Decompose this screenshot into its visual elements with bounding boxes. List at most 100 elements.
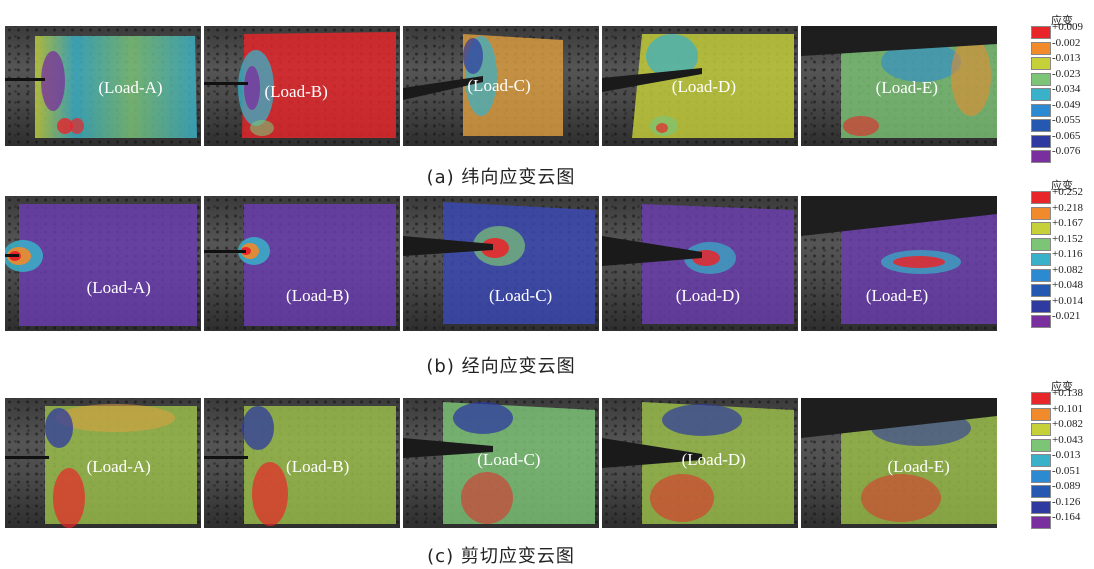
- strain-overlay: [403, 402, 595, 524]
- row-a-panel-load-b: (Load-B): [204, 26, 400, 146]
- legend-value: -0.126: [1052, 495, 1081, 508]
- legend-swatch: [1031, 103, 1051, 117]
- strain-overlay: [403, 34, 563, 136]
- legend-value: -0.065: [1052, 129, 1081, 142]
- row-b-warp-strain: (Load-A) (Load-B) (Load-C): [5, 180, 1083, 331]
- legend-swatch: [1031, 469, 1051, 483]
- strain-overlay: [5, 204, 197, 326]
- legend-value: +0.167: [1052, 217, 1083, 229]
- legend-swatch: [1031, 438, 1051, 452]
- strain-overlay: [5, 404, 197, 528]
- row-c-panels: (Load-A) (Load-B) (Load-C): [5, 398, 997, 528]
- row-c-panel-load-e: (Load-E): [801, 398, 997, 528]
- load-label: (Load-B): [286, 456, 350, 476]
- legend-title: 应变: [1051, 15, 1073, 27]
- legend-swatch: [1031, 237, 1051, 251]
- legend-swatch: [1031, 485, 1051, 498]
- legend-swatch: [1031, 516, 1051, 529]
- row-b-panel-load-d: (Load-D): [602, 196, 798, 331]
- load-label: (Load-D): [681, 450, 746, 470]
- row-b-panel-load-c: (Load-C): [403, 196, 599, 331]
- row-a-weft-strain: (Load-A) (Load-B) (Load-C): [5, 15, 1083, 163]
- legend-swatch: [1031, 392, 1051, 405]
- row-b-panel-load-e: (Load-E): [801, 196, 997, 331]
- legend-value: -0.013: [1052, 52, 1081, 64]
- legend-title: 应变: [1051, 180, 1073, 192]
- legend-value: -0.021: [1052, 310, 1081, 322]
- row-b-panels: (Load-A) (Load-B) (Load-C): [5, 196, 997, 331]
- load-label: (Load-D): [675, 285, 740, 305]
- load-label: (Load-E): [865, 285, 929, 305]
- strain-overlay: [204, 406, 396, 526]
- load-label: (Load-C): [488, 285, 553, 305]
- legend-value: -0.013: [1052, 449, 1081, 461]
- legend-value: +0.043: [1052, 433, 1083, 446]
- legend-value: +0.009: [1052, 21, 1083, 33]
- row-a-panel-load-d: (Load-D): [602, 26, 798, 146]
- load-label: (Load-A): [86, 277, 151, 297]
- row-a-legend: 应变 +0.009 -0.002 -0.013 -0.023 -0.034 -0.049 -…: [1029, 12, 1094, 163]
- legend-swatch: [1031, 88, 1051, 101]
- row-c-panel-load-c: (Load-C): [403, 398, 599, 528]
- legend-swatch: [1031, 315, 1051, 328]
- legend-value: +0.218: [1052, 201, 1083, 214]
- row-c-panel-load-b: (Load-B): [204, 398, 400, 528]
- row-a-caption: (a) 纬向应变云图: [426, 167, 576, 188]
- legend-value: -0.055: [1052, 114, 1081, 126]
- row-c-caption: (c) 剪切应变云图: [427, 546, 575, 567]
- legend-swatch: [1031, 26, 1051, 39]
- legend-value: +0.116: [1052, 248, 1083, 260]
- row-b-panel-load-b: (Load-B): [204, 196, 400, 331]
- legend-swatch: [1031, 206, 1051, 220]
- legend-value: +0.048: [1052, 279, 1083, 291]
- legend-value: -0.023: [1052, 67, 1081, 80]
- load-label: (Load-B): [286, 285, 350, 305]
- strain-overlay: [602, 34, 794, 138]
- legend-value: +0.101: [1052, 402, 1083, 415]
- row-c-shear-strain: (Load-A) (Load-B) (Load-C): [5, 381, 1083, 529]
- legend-swatch: [1031, 299, 1051, 313]
- strain-overlay: [5, 36, 197, 138]
- row-a-panel-load-a: (Load-A): [5, 26, 201, 146]
- legend-value: +0.082: [1052, 263, 1083, 276]
- strain-overlay: [204, 32, 396, 138]
- row-a-panel-load-e: (Load-E): [801, 26, 997, 146]
- legend-swatch: [1031, 253, 1051, 266]
- legend-swatch: [1031, 268, 1051, 282]
- load-label: (Load-A): [86, 456, 151, 476]
- legend-value: +0.138: [1052, 387, 1083, 399]
- load-label: (Load-D): [671, 77, 737, 97]
- legend-swatch: [1031, 134, 1051, 148]
- row-b-caption: (b) 经向应变云图: [426, 356, 576, 377]
- legend-value: +0.152: [1052, 232, 1083, 245]
- legend-swatch: [1031, 57, 1051, 70]
- legend-swatch: [1031, 72, 1051, 86]
- strain-overlay: [204, 204, 396, 326]
- legend-swatch: [1031, 41, 1051, 55]
- row-b-panel-load-a: (Load-A): [5, 196, 201, 331]
- legend-swatch: [1031, 284, 1051, 297]
- strain-overlay: [801, 398, 997, 524]
- legend-swatch: [1031, 407, 1051, 421]
- row-a-panel-load-c: (Load-C): [403, 26, 599, 146]
- load-label: (Load-C): [477, 450, 541, 470]
- legend-swatch: [1031, 500, 1051, 514]
- legend-value: -0.076: [1052, 145, 1081, 157]
- legend-value: -0.049: [1052, 98, 1081, 111]
- legend-swatch: [1031, 150, 1051, 163]
- legend-value: +0.014: [1052, 294, 1083, 307]
- row-a-panels: (Load-A) (Load-B) (Load-C): [5, 26, 997, 146]
- legend-value: -0.089: [1052, 480, 1081, 492]
- legend-title: 应变: [1051, 381, 1073, 393]
- load-label: (Load-B): [264, 82, 328, 101]
- load-label: (Load-C): [467, 76, 531, 95]
- row-c-legend: 应变 +0.138 +0.101 +0.082 +0.043 -0.013 -0.051 -…: [1029, 378, 1094, 529]
- strain-overlay: [602, 402, 794, 524]
- legend-swatch: [1031, 454, 1051, 467]
- legend-value: -0.002: [1052, 36, 1081, 49]
- load-label: (Load-E): [875, 78, 938, 98]
- strain-overlay: [602, 204, 794, 324]
- strain-overlay: [801, 26, 997, 138]
- legend-value: -0.051: [1052, 464, 1081, 477]
- row-c-panel-load-d: (Load-D): [602, 398, 798, 528]
